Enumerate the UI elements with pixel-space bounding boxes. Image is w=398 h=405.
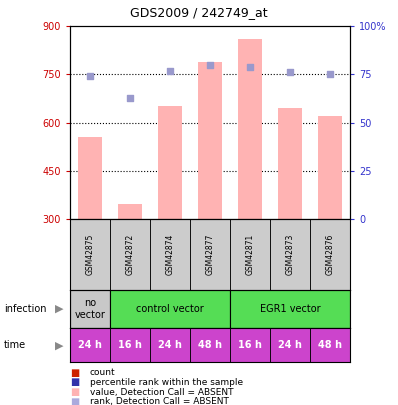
Bar (150, 328, 190, 362)
Bar (318, 116, 342, 219)
Point (167, 67, 173, 74)
Text: ■: ■ (70, 377, 79, 387)
Text: ■: ■ (70, 387, 79, 397)
Bar (230, 290, 350, 328)
Text: 24 h: 24 h (78, 340, 101, 350)
Text: GSM42873: GSM42873 (286, 233, 295, 275)
Bar (310, 328, 350, 362)
Text: ■: ■ (70, 397, 79, 405)
Bar (150, 219, 190, 290)
Bar (190, 328, 230, 362)
Bar (190, 219, 230, 290)
Point (86, 73, 93, 79)
Text: GSM42875: GSM42875 (85, 233, 94, 275)
Text: GSM42874: GSM42874 (165, 233, 174, 275)
Bar (230, 328, 270, 362)
Bar (278, 108, 302, 219)
Bar (78, 137, 102, 219)
Text: control vector: control vector (136, 304, 204, 314)
Point (207, 62, 213, 68)
Bar (118, 204, 142, 219)
Text: ▶: ▶ (55, 304, 64, 314)
Bar (310, 219, 350, 290)
Text: infection: infection (4, 304, 47, 314)
Bar (158, 107, 182, 219)
Text: GSM42876: GSM42876 (326, 233, 335, 275)
Text: GSM42872: GSM42872 (125, 234, 134, 275)
Point (327, 71, 334, 78)
Bar (238, 39, 262, 219)
Text: rank, Detection Call = ABSENT: rank, Detection Call = ABSENT (90, 397, 228, 405)
Bar (110, 219, 150, 290)
Bar (70, 328, 110, 362)
Text: 48 h: 48 h (318, 340, 342, 350)
Point (127, 94, 133, 101)
Bar (70, 219, 110, 290)
Text: ▶: ▶ (55, 340, 64, 350)
Text: GSM42877: GSM42877 (205, 233, 215, 275)
Text: time: time (4, 340, 26, 350)
Bar (70, 290, 110, 328)
Point (287, 69, 293, 76)
Text: 48 h: 48 h (198, 340, 222, 350)
Text: percentile rank within the sample: percentile rank within the sample (90, 378, 243, 387)
Text: count: count (90, 368, 115, 377)
Text: no
vector: no vector (74, 298, 105, 320)
Text: GSM42871: GSM42871 (246, 234, 255, 275)
Text: ■: ■ (70, 368, 79, 377)
Bar (230, 219, 270, 290)
Text: 24 h: 24 h (158, 340, 182, 350)
Text: EGR1 vector: EGR1 vector (260, 304, 320, 314)
Bar (270, 219, 310, 290)
Point (247, 64, 253, 70)
Bar (110, 328, 150, 362)
Bar (110, 290, 230, 328)
Text: 16 h: 16 h (118, 340, 142, 350)
Text: 24 h: 24 h (278, 340, 302, 350)
Bar (198, 62, 222, 219)
Bar (270, 328, 310, 362)
Text: GDS2009 / 242749_at: GDS2009 / 242749_at (130, 6, 268, 19)
Text: value, Detection Call = ABSENT: value, Detection Call = ABSENT (90, 388, 233, 396)
Text: 16 h: 16 h (238, 340, 262, 350)
